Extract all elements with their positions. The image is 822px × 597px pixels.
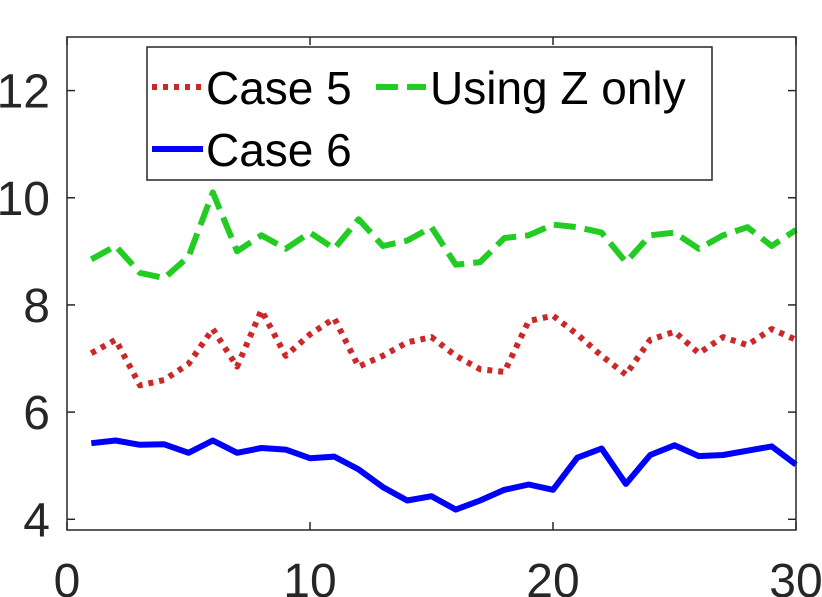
y-tick-label: 6 — [23, 387, 50, 440]
legend-label-case-6: Case 6 — [206, 124, 352, 176]
legend-label-using-z-only: Using Z only — [430, 62, 686, 114]
y-tick-label: 10 — [0, 173, 50, 226]
x-tick-label: 20 — [526, 555, 579, 597]
y-tick-label: 12 — [0, 66, 50, 119]
legend-label-case-5: Case 5 — [206, 62, 352, 114]
series-layer — [89, 189, 798, 513]
y-tick-label: 8 — [23, 280, 50, 333]
legend: Case 5 Using Z only Case 6 — [146, 46, 713, 181]
x-tick-label: 10 — [283, 555, 336, 597]
ticks-layer: 0 10 20 30 4 6 8 10 12 — [0, 37, 822, 597]
x-tick-label: 30 — [769, 555, 822, 597]
x-tick-label: 0 — [54, 555, 81, 597]
plot-frame — [66, 36, 797, 531]
y-tick-label: 4 — [23, 494, 50, 547]
series-line-case-5 — [89, 307, 798, 389]
legend-box — [146, 46, 713, 181]
series-line-case-6 — [90, 437, 798, 513]
